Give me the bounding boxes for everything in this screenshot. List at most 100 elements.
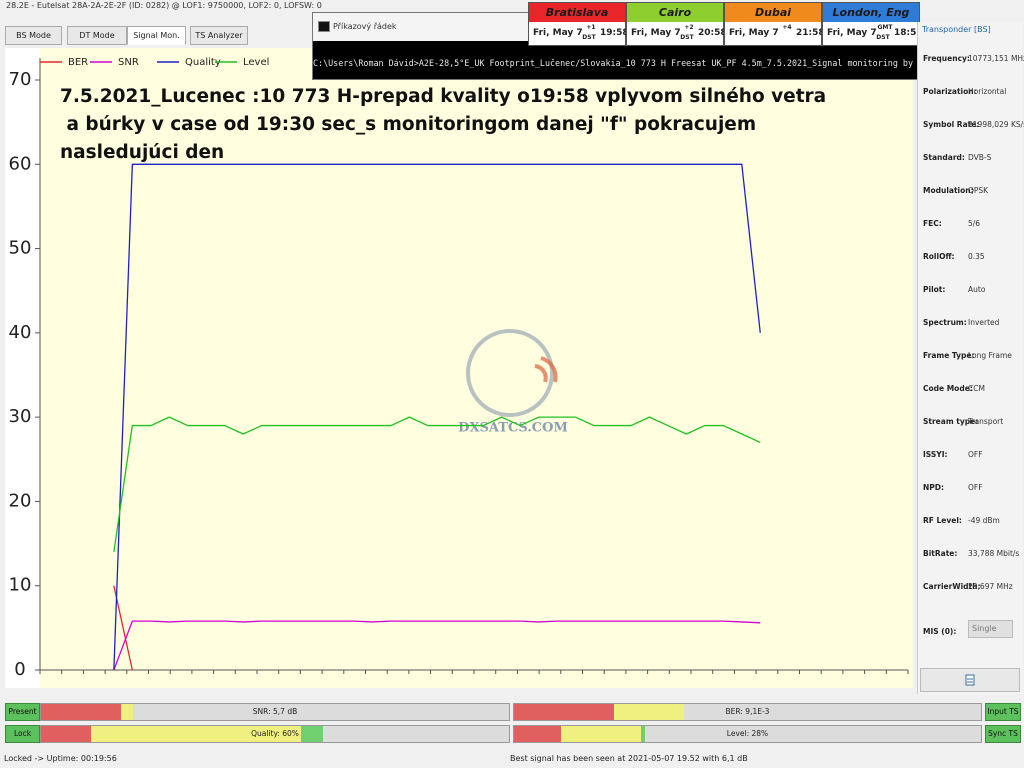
clock-dst: DST bbox=[680, 34, 694, 41]
tab[interactable]: BS Mode bbox=[5, 26, 62, 45]
clock-offset: +2 bbox=[684, 24, 694, 31]
clock-dst: DST bbox=[876, 34, 890, 41]
clock-offset: GMT bbox=[877, 24, 893, 31]
console-text: C:\Users\Roman Dávid>A2E-28,5°E_UK Footp… bbox=[313, 58, 974, 68]
clock-dst: DST bbox=[582, 34, 596, 41]
field-value: Long Frame bbox=[968, 351, 1012, 360]
clock: Cairo Fri, May 7 +2 DST 20:58 bbox=[626, 2, 727, 46]
field-value: QPSK bbox=[968, 186, 989, 195]
tab[interactable]: TS Analyzer (OK) bbox=[190, 26, 248, 57]
field-label: Frequency: bbox=[923, 54, 970, 63]
y-tick-label: 60 bbox=[9, 153, 32, 174]
clock-date: Fri, May 7 bbox=[533, 28, 583, 38]
field-value: DVB-S bbox=[968, 153, 992, 162]
panel-button[interactable] bbox=[920, 668, 1020, 692]
annotation: 7.5.2021_Lucenec :10 773 H-prepad kvalit… bbox=[60, 83, 826, 167]
present-indicator: Present bbox=[5, 703, 40, 721]
field-value: Horizontal bbox=[968, 87, 1007, 96]
annotation-line: nasledujúci den bbox=[60, 142, 225, 163]
series-line bbox=[113, 416, 761, 553]
panel-title: Transponder [BS] bbox=[922, 25, 991, 34]
field-label: ISSYI: bbox=[923, 450, 948, 459]
series-line bbox=[113, 163, 761, 671]
field-label: Stream type: bbox=[923, 417, 979, 426]
tab[interactable]: Signal Mon. bbox=[127, 26, 186, 45]
level-gauge: Level: 28% bbox=[513, 725, 982, 743]
field-value: -49 dBm bbox=[968, 516, 1000, 525]
snr-gauge: SNR: 5,7 dB bbox=[40, 703, 510, 721]
field-label: Symbol Rate: bbox=[923, 120, 980, 129]
field-label: Pilot: bbox=[923, 285, 946, 294]
field-value: 10773,151 MHz bbox=[968, 54, 1024, 63]
ber-gauge: BER: 9,1E-3 bbox=[513, 703, 982, 721]
field-value: 0.35 bbox=[968, 252, 985, 261]
y-tick-label: 30 bbox=[9, 406, 32, 427]
status-uptime: Locked -> Uptime: 00:19:56 bbox=[4, 754, 117, 763]
annotation-line: 7.5.2021_Lucenec :10 773 H-prepad kvalit… bbox=[60, 86, 827, 107]
y-tick-label: 50 bbox=[9, 238, 32, 259]
field-value: 29,697 MHz bbox=[968, 582, 1013, 591]
legend-label: Quality bbox=[185, 57, 221, 68]
y-tick-label: 10 bbox=[9, 575, 32, 596]
clock-time: 21:58 bbox=[796, 28, 825, 38]
plot-background bbox=[40, 48, 913, 688]
field-label: MIS (0): bbox=[923, 627, 957, 636]
clock: London, Eng Fri, May 7 GMT DST 18:58 bbox=[822, 2, 923, 46]
field-value: OFF bbox=[968, 483, 983, 492]
legend-label: SNR bbox=[118, 57, 139, 68]
field-label: FEC: bbox=[923, 219, 942, 228]
clock-date: Fri, May 7 bbox=[729, 28, 779, 38]
field-value: 21998,029 KS/s bbox=[968, 120, 1024, 129]
field-label: RollOff: bbox=[923, 252, 955, 261]
clock-offset: +1 bbox=[586, 24, 596, 31]
tab[interactable]: DT Mode bbox=[67, 26, 127, 45]
field-value: OFF bbox=[968, 450, 983, 459]
console-title: Příkazový řádek bbox=[333, 22, 397, 31]
status-best: Best signal has been seen at 2021-05-07 … bbox=[510, 754, 748, 763]
clock: Dubai Fri, May 7 +4 21:58 bbox=[724, 2, 825, 46]
clock-time: 18:58 bbox=[894, 28, 923, 38]
clock-city: Bratislava bbox=[529, 3, 625, 22]
clock-time: 19:58 bbox=[600, 28, 629, 38]
field-label: Frame Type: bbox=[923, 351, 975, 360]
y-tick-label: 0 bbox=[14, 659, 25, 680]
input-ts-indicator: Input TS bbox=[985, 703, 1021, 721]
field-value: Inverted bbox=[968, 318, 1000, 327]
field-label: CarrierWidth: bbox=[923, 582, 981, 591]
clock-city: London, Eng bbox=[823, 3, 919, 22]
field-label: Modulation: bbox=[923, 186, 974, 195]
clock-city: Dubai bbox=[725, 3, 821, 22]
field-value: 33,788 Mbit/s bbox=[968, 549, 1020, 558]
field-value: Transport bbox=[968, 417, 1004, 426]
field-label: Standard: bbox=[923, 153, 965, 162]
sync-ts-indicator: Sync TS bbox=[985, 725, 1021, 743]
clock-date: Fri, May 7 bbox=[631, 28, 681, 38]
y-tick-label: 20 bbox=[9, 490, 32, 511]
logo-arc bbox=[540, 356, 558, 383]
clock-date: Fri, May 7 bbox=[827, 28, 877, 38]
clock-city: Cairo bbox=[627, 3, 723, 22]
field-value: Auto bbox=[968, 285, 986, 294]
field-label: NPD: bbox=[923, 483, 944, 492]
mis-dropdown[interactable]: Single bbox=[968, 620, 1013, 638]
y-tick-label: 70 bbox=[9, 69, 32, 90]
field-value: 5/6 bbox=[968, 219, 981, 228]
logo-ring bbox=[466, 329, 554, 417]
y-tick-label: 40 bbox=[9, 322, 32, 343]
window-title: 28.2E - Eutelsat 28A-2A-2E-2F (ID: 0282)… bbox=[6, 1, 322, 10]
lock-indicator: Lock bbox=[5, 725, 40, 743]
console-icon bbox=[318, 21, 330, 32]
transponder-panel: Transponder [BS] Frequency: 10773,151 MHz… bbox=[917, 22, 1024, 694]
clock-time: 20:58 bbox=[698, 28, 727, 38]
logo-arc bbox=[534, 364, 548, 383]
field-label: Polarization: bbox=[923, 87, 977, 96]
clock: Bratislava Fri, May 7 +1 DST 19:58 bbox=[528, 2, 629, 46]
legend-label: Level bbox=[243, 57, 269, 68]
field-label: BitRate: bbox=[923, 549, 958, 558]
annotation-line: a búrky v case od 19:30 sec_s monitoring… bbox=[60, 114, 757, 135]
quality-gauge: Quality: 60% bbox=[40, 725, 510, 743]
field-label: Code Mode: bbox=[923, 384, 973, 393]
series-line bbox=[113, 620, 761, 671]
